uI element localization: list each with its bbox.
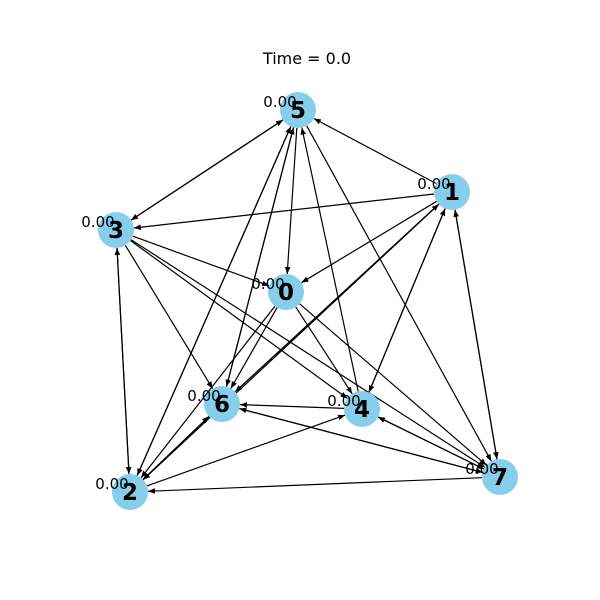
edge-7-to-4 bbox=[377, 416, 485, 470]
edge-6-to-1 bbox=[234, 203, 440, 393]
edge-7-to-2 bbox=[147, 477, 483, 494]
node-label-6: 6 bbox=[214, 392, 230, 418]
edge-2-to-6 bbox=[142, 415, 210, 481]
node-circle-7 bbox=[482, 459, 518, 495]
node-circle-5 bbox=[280, 92, 316, 128]
node-label-7: 7 bbox=[492, 465, 508, 491]
node-4: 40.00 bbox=[327, 391, 380, 427]
node-label-3: 3 bbox=[108, 218, 124, 244]
edge-2-to-3 bbox=[114, 247, 130, 475]
node-circle-2 bbox=[112, 474, 148, 510]
edge-3-to-0 bbox=[132, 235, 270, 287]
edge-5-to-3 bbox=[130, 119, 284, 221]
edge-1-to-5 bbox=[313, 117, 437, 185]
node-label-1: 1 bbox=[444, 180, 460, 206]
node-value-5: 0.00 bbox=[263, 93, 296, 111]
edge-0-to-2 bbox=[140, 305, 276, 479]
node-7: 70.00 bbox=[465, 459, 518, 495]
node-value-3: 0.00 bbox=[81, 213, 114, 231]
edge-5-to-7 bbox=[306, 125, 492, 462]
edge-1-to-3 bbox=[133, 193, 435, 230]
edge-2-to-5 bbox=[136, 126, 292, 476]
edge-layer bbox=[114, 117, 499, 494]
node-label-2: 2 bbox=[122, 480, 138, 506]
node-label-0: 0 bbox=[278, 280, 294, 306]
edge-0-to-4 bbox=[295, 306, 353, 395]
node-circle-4 bbox=[344, 391, 380, 427]
node-value-7: 0.00 bbox=[465, 460, 498, 478]
node-5: 50.00 bbox=[263, 92, 316, 128]
edge-4-to-5 bbox=[300, 127, 359, 392]
node-label-4: 4 bbox=[354, 397, 370, 423]
node-6: 60.00 bbox=[187, 386, 240, 422]
node-value-2: 0.00 bbox=[95, 475, 128, 493]
node-value-1: 0.00 bbox=[417, 175, 450, 193]
edge-5-to-0 bbox=[284, 127, 298, 275]
node-circle-3 bbox=[98, 212, 134, 248]
node-value-0: 0.00 bbox=[251, 275, 284, 293]
node-value-4: 0.00 bbox=[327, 392, 360, 410]
node-0: 00.00 bbox=[251, 274, 304, 310]
edge-3-to-6 bbox=[124, 245, 214, 389]
chart-title: Time = 0.0 bbox=[262, 49, 351, 68]
edge-3-to-4 bbox=[130, 240, 348, 399]
node-circle-0 bbox=[268, 274, 304, 310]
edge-3-to-7 bbox=[130, 239, 486, 468]
edge-7-to-6 bbox=[239, 407, 483, 473]
node-circle-1 bbox=[434, 174, 470, 210]
edge-0-to-6 bbox=[230, 307, 278, 389]
node-3: 30.00 bbox=[81, 212, 134, 248]
edge-6-to-5 bbox=[225, 127, 295, 387]
edge-1-to-0 bbox=[301, 200, 437, 284]
edge-4-to-6 bbox=[239, 402, 345, 409]
edge-4-to-1 bbox=[368, 208, 446, 393]
node-label-5: 5 bbox=[290, 98, 306, 124]
node-value-6: 0.00 bbox=[187, 387, 220, 405]
node-1: 10.00 bbox=[417, 174, 470, 210]
edge-2-to-4 bbox=[146, 414, 346, 487]
edge-0-to-7 bbox=[299, 303, 487, 466]
node-2: 20.00 bbox=[95, 474, 148, 510]
node-circle-6 bbox=[204, 386, 240, 422]
edge-7-to-1 bbox=[453, 209, 498, 460]
